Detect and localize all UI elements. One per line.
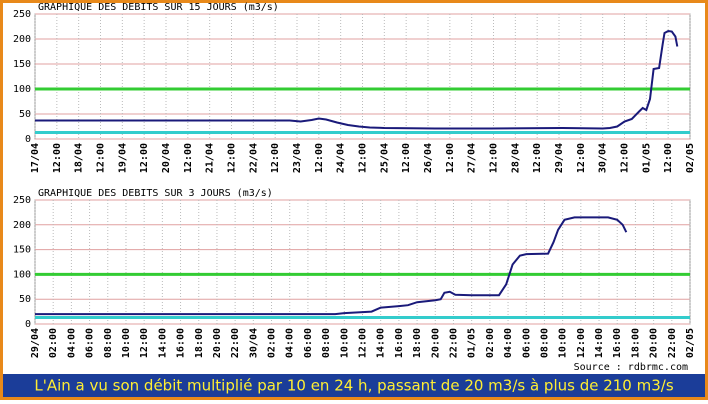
x-tick-label: 02/05 [685,143,696,173]
x-tick-label: 14:00 [157,328,168,358]
x-tick-label: 12:00 [489,143,500,173]
x-tick-label: 22:00 [448,328,459,358]
source: Source : rdbrmc.com [574,362,688,373]
x-tick-label: 12:00 [576,143,587,173]
x-tick-label: 12:00 [96,143,107,173]
x-tick-label: 22/04 [248,143,259,173]
x-tick-label: 20:00 [649,328,660,358]
x-tick-label: 06:00 [521,328,532,358]
x-tick-label: 04:00 [503,328,514,358]
x-tick-label: 12:00 [445,143,456,173]
x-tick-label: 12:00 [401,143,412,173]
x-tick-label: 10:00 [121,328,132,358]
x-tick-label: 02/05 [685,328,696,358]
x-tick-label: 12:00 [620,143,631,173]
x-tick-label: 02:00 [485,328,496,358]
x-tick-label: 01/05 [641,143,652,173]
x-tick-label: 25/04 [379,143,390,173]
y-tick-label: 250 [13,195,31,206]
x-tick-label: 18:00 [412,328,423,358]
x-tick-label: 12:00 [139,143,150,173]
y-tick-label: 50 [19,109,31,120]
x-tick-label: 28/04 [510,143,521,173]
x-tick-label: 06:00 [303,328,314,358]
x-tick-label: 16:00 [176,328,187,358]
y-tick-label: 150 [13,245,31,256]
x-tick-label: 08:00 [321,328,332,358]
y-tick-label: 200 [13,34,31,45]
x-tick-label: 12:00 [576,328,587,358]
x-tick-label: 29/04 [30,328,41,358]
x-tick-label: 18:00 [194,328,205,358]
x-tick-label: 04:00 [66,328,77,358]
x-tick-label: 30/04 [598,143,609,173]
caption-bar [3,374,705,397]
x-tick-label: 01/05 [467,328,478,358]
flow-line [35,29,679,130]
x-tick-label: 06:00 [85,328,96,358]
x-tick-label: 12:00 [663,143,674,173]
y-tick-label: 150 [13,59,31,70]
x-tick-label: 22:00 [667,328,678,358]
x-tick-label: 14:00 [376,328,387,358]
x-tick-label: 12:00 [314,143,325,173]
x-tick-label: 02:00 [48,328,59,358]
x-tick-label: 24/04 [336,143,347,173]
x-tick-label: 12:00 [139,328,150,358]
y-tick-label: 0 [25,134,31,145]
x-tick-label: 20:00 [212,328,223,358]
x-tick-label: 20:00 [430,328,441,358]
x-tick-label: 12:00 [358,143,369,173]
x-tick-label: 04:00 [285,328,296,358]
y-tick-label: 0 [25,319,31,330]
x-tick-label: 12:00 [270,143,281,173]
flow-line [35,216,628,316]
x-tick-label: 08:00 [539,328,550,358]
y-tick-label: 100 [13,269,31,280]
y-tick-label: 250 [13,9,31,20]
x-tick-label: 10:00 [339,328,350,358]
x-tick-label: 10:00 [558,328,569,358]
x-tick-label: 20/04 [161,143,172,173]
x-tick-label: 30/04 [248,328,259,358]
x-tick-label: 27/04 [467,143,478,173]
y-tick-label: 50 [19,294,31,305]
x-tick-label: 18/04 [74,143,85,173]
x-tick-label: 12:00 [183,143,194,173]
x-tick-label: 12:00 [358,328,369,358]
x-tick-label: 02:00 [267,328,278,358]
x-tick-label: 16:00 [394,328,405,358]
x-tick-label: 16:00 [612,328,623,358]
x-tick-label: 23/04 [292,143,303,173]
chart-title: GRAPHIQUE DES DEBITS SUR 15 JOURS (m3/s) [38,2,279,13]
x-tick-label: 08:00 [103,328,114,358]
x-tick-label: 14:00 [594,328,605,358]
x-tick-label: 12:00 [532,143,543,173]
y-tick-label: 200 [13,220,31,231]
x-tick-label: 12:00 [227,143,238,173]
x-tick-label: 19/04 [117,143,128,173]
x-tick-label: 22:00 [230,328,241,358]
x-tick-label: 21/04 [205,143,216,173]
x-tick-label: 17/04 [30,143,41,173]
y-tick-label: 100 [13,84,31,95]
x-tick-label: 29/04 [554,143,565,173]
chart-title: GRAPHIQUE DES DEBITS SUR 3 JOURS (m3/s) [38,188,273,199]
x-tick-label: 18:00 [630,328,641,358]
plot-area [34,13,691,140]
x-tick-label: 12:00 [52,143,63,173]
x-tick-label: 26/04 [423,143,434,173]
caption: L'Ain a vu son débit multiplié par 10 en… [34,377,673,395]
plot-area [34,199,691,325]
